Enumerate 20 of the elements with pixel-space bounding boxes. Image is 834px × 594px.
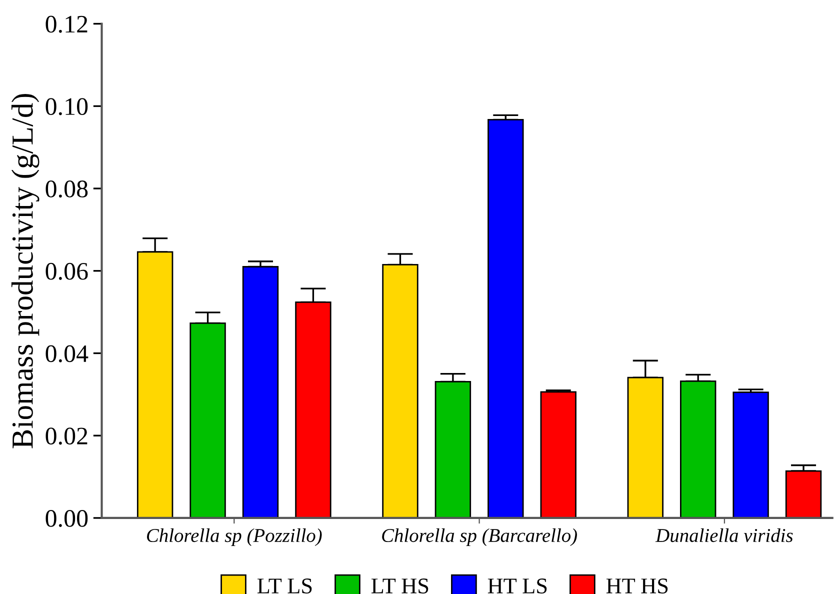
legend-label: HT HS bbox=[606, 578, 668, 594]
y-tick-label: 0.06 bbox=[46, 262, 88, 280]
bar bbox=[242, 266, 279, 518]
x-tick-label: Chlorella sp (Barcarello) bbox=[382, 528, 577, 546]
legend-label: LT HS bbox=[371, 578, 428, 594]
bar bbox=[785, 470, 822, 518]
y-tick-label: 0.02 bbox=[46, 428, 88, 445]
y-tick-label: 0.10 bbox=[46, 98, 88, 116]
y-axis-title: Biomass productivity (g/L/d) bbox=[11, 94, 40, 448]
y-tick-label: 0.00 bbox=[46, 510, 88, 527]
x-tick-label: Dunaliella viridis bbox=[655, 528, 793, 542]
x-tick-label: Chlorella sp (Pozzillo) bbox=[147, 528, 322, 546]
y-tick-label: 0.08 bbox=[46, 180, 88, 198]
bar bbox=[732, 392, 769, 518]
legend-label: LT LS bbox=[257, 578, 312, 594]
y-tick-label: 0.12 bbox=[46, 16, 88, 33]
bar bbox=[488, 119, 524, 518]
legend-label: HT LS bbox=[488, 578, 547, 594]
bar bbox=[540, 391, 576, 518]
y-tick-label: 0.04 bbox=[46, 345, 88, 362]
